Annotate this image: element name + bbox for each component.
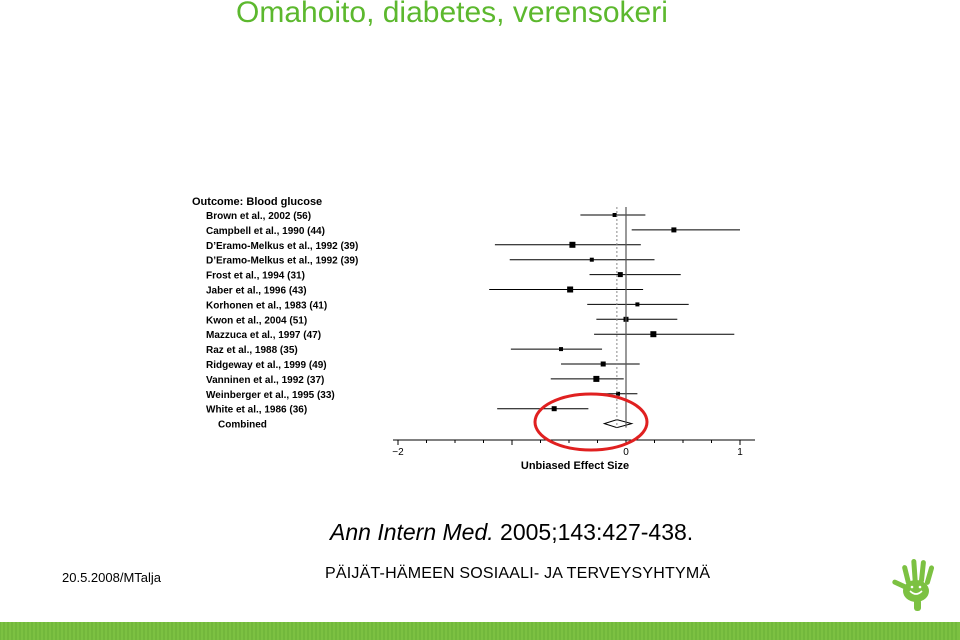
combined-label: Combined — [218, 420, 267, 431]
study-label: D’Eramo-Melkus et al., 1992 (39) — [206, 256, 358, 267]
study-label: Kwon et al., 2004 (51) — [206, 315, 307, 326]
study-label: White et al., 1986 (36) — [206, 405, 307, 416]
footer-date: 20.5.2008/MTalja — [62, 570, 162, 585]
effect-marker — [650, 331, 657, 338]
effect-marker — [612, 213, 617, 217]
study-label: D’Eramo-Melkus et al., 1992 (39) — [206, 241, 358, 252]
study-label: Raz et al., 1988 (35) — [206, 345, 298, 356]
study-label: Mazzuca et al., 1997 (47) — [206, 330, 321, 341]
bottom-stripe — [0, 622, 960, 640]
x-tick-label: 1 — [737, 447, 743, 458]
effect-marker — [559, 347, 564, 352]
effect-marker — [616, 391, 621, 396]
forest-plot: Outcome: Blood glucose Brown et al., 200… — [192, 196, 755, 472]
study-label: Frost et al., 1994 (31) — [206, 271, 305, 282]
effect-marker — [569, 241, 576, 248]
footer-organization: PÄIJÄT-HÄMEEN SOSIAALI- JA TERVEYSYHTYMÄ — [325, 565, 711, 582]
study-label: Korhonen et al., 1983 (41) — [206, 300, 327, 311]
x-tick-label: 0 — [623, 447, 629, 458]
citation-journal: Ann Intern Med. — [330, 519, 494, 545]
combined-diamond — [602, 419, 634, 429]
effect-marker — [589, 257, 594, 262]
green-hand-logo-icon — [892, 558, 935, 611]
slide-title: Omahoito, diabetes, verensokeri — [236, 0, 668, 29]
effect-marker — [635, 302, 640, 307]
study-label: Weinberger et al., 1995 (33) — [206, 390, 335, 401]
effect-marker — [617, 272, 623, 278]
effect-marker — [567, 286, 574, 293]
study-label: Campbell et al., 1990 (44) — [206, 226, 325, 237]
effect-marker — [593, 375, 600, 382]
citation: Ann Intern Med. 2005;143:427-438. — [330, 519, 693, 546]
x-axis-label: Unbiased Effect Size — [521, 460, 629, 472]
effect-marker — [551, 406, 557, 412]
x-tick-label: −2 — [392, 447, 404, 458]
study-label: Ridgeway et al., 1999 (49) — [206, 360, 327, 371]
study-label: Jaber et al., 1996 (43) — [206, 286, 307, 297]
citation-reference: 2005;143:427-438. — [493, 519, 694, 545]
study-label: Brown et al., 2002 (56) — [206, 211, 311, 222]
outcome-header: Outcome: Blood glucose — [192, 196, 322, 208]
highlight-circle — [533, 392, 649, 452]
effect-marker — [671, 227, 677, 233]
effect-marker — [600, 361, 606, 367]
study-label: Vanninen et al., 1992 (37) — [206, 375, 324, 386]
